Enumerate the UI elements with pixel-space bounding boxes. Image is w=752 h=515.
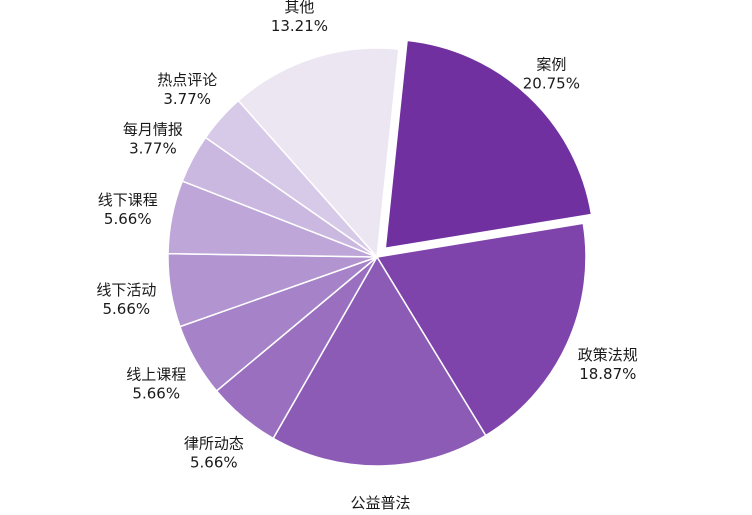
pie-labels: 案例20.75%政策法规18.87%公益普法16.98%律所动态5.66%线上课… (96, 0, 637, 515)
slice-label-6: 线下课程 5.66% (98, 191, 158, 228)
slice-percent-label: 5.66% (104, 210, 152, 228)
slice-category-label: 线下课程 (98, 191, 158, 209)
slice-percent-label: 16.98% (352, 513, 409, 515)
slice-label-3: 律所动态 5.66% (184, 435, 244, 472)
slice-percent-label: 5.66% (190, 454, 238, 472)
slice-percent-label: 3.77% (163, 90, 211, 108)
slice-percent-label: 5.66% (102, 300, 150, 318)
pie-slice-2 (272, 255, 487, 467)
slice-label-7: 每月情报 3.77% (123, 120, 183, 157)
pie-slice-0 (384, 39, 593, 250)
slice-label-2: 公益普法16.98% (350, 494, 410, 515)
slice-percent-label: 18.87% (579, 365, 636, 383)
slice-category-label: 每月情报 (123, 120, 183, 138)
slice-percent-label: 20.75% (523, 74, 580, 92)
slice-category-label: 律所动态 (184, 435, 244, 453)
slice-label-1: 政策法规 18.87% (578, 346, 638, 383)
slice-category-label: 热点评论 (157, 71, 217, 89)
pie-slice-9 (237, 47, 400, 259)
slice-label-9: 其他 13.21% (271, 0, 328, 35)
slice-label-5: 线下活动 5.66% (96, 281, 156, 318)
slice-category-label: 线上课程 (126, 366, 186, 384)
slice-category-label: 公益普法 (350, 494, 410, 512)
slice-percent-label: 3.77% (129, 139, 177, 157)
pie-slice-1 (375, 222, 587, 437)
slice-percent-label: 5.66% (132, 385, 180, 403)
slice-category-label: 政策法规 (578, 346, 638, 364)
slice-percent-label: 13.21% (271, 17, 328, 35)
slice-category-label: 线下活动 (96, 281, 156, 299)
slice-label-4: 线上课程 5.66% (126, 366, 186, 403)
slice-label-8: 热点评论 3.77% (157, 71, 217, 108)
slice-label-0: 案例 20.75% (523, 55, 580, 92)
slice-category-label: 其他 (284, 0, 314, 16)
slice-category-label: 案例 (536, 55, 566, 73)
pie-slices (167, 39, 593, 467)
